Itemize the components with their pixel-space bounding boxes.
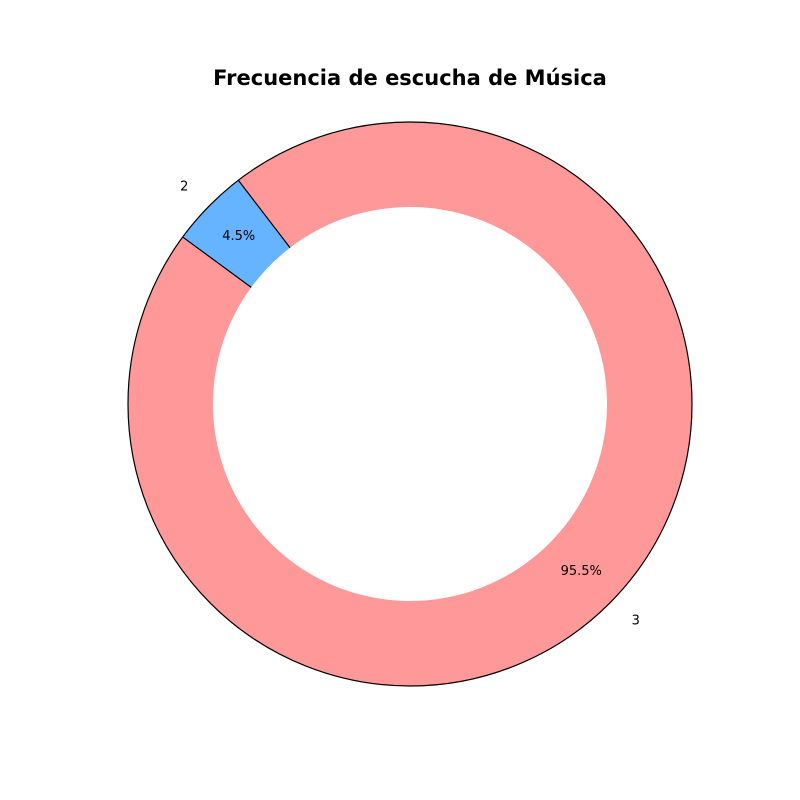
chart-title: Frecuencia de escucha de Música bbox=[213, 66, 607, 90]
donut-outer-edge bbox=[127, 121, 693, 687]
slice-3 bbox=[127, 122, 692, 687]
slice-2 bbox=[182, 180, 291, 288]
slice-separator bbox=[237, 179, 291, 249]
slice-percent-label-2: 4.5% bbox=[222, 229, 255, 244]
slice-percent-label-3: 95.5% bbox=[561, 564, 602, 579]
slice-label-2: 2 bbox=[180, 179, 188, 194]
slice-separator bbox=[182, 236, 252, 288]
slice-label-3: 3 bbox=[632, 614, 640, 629]
